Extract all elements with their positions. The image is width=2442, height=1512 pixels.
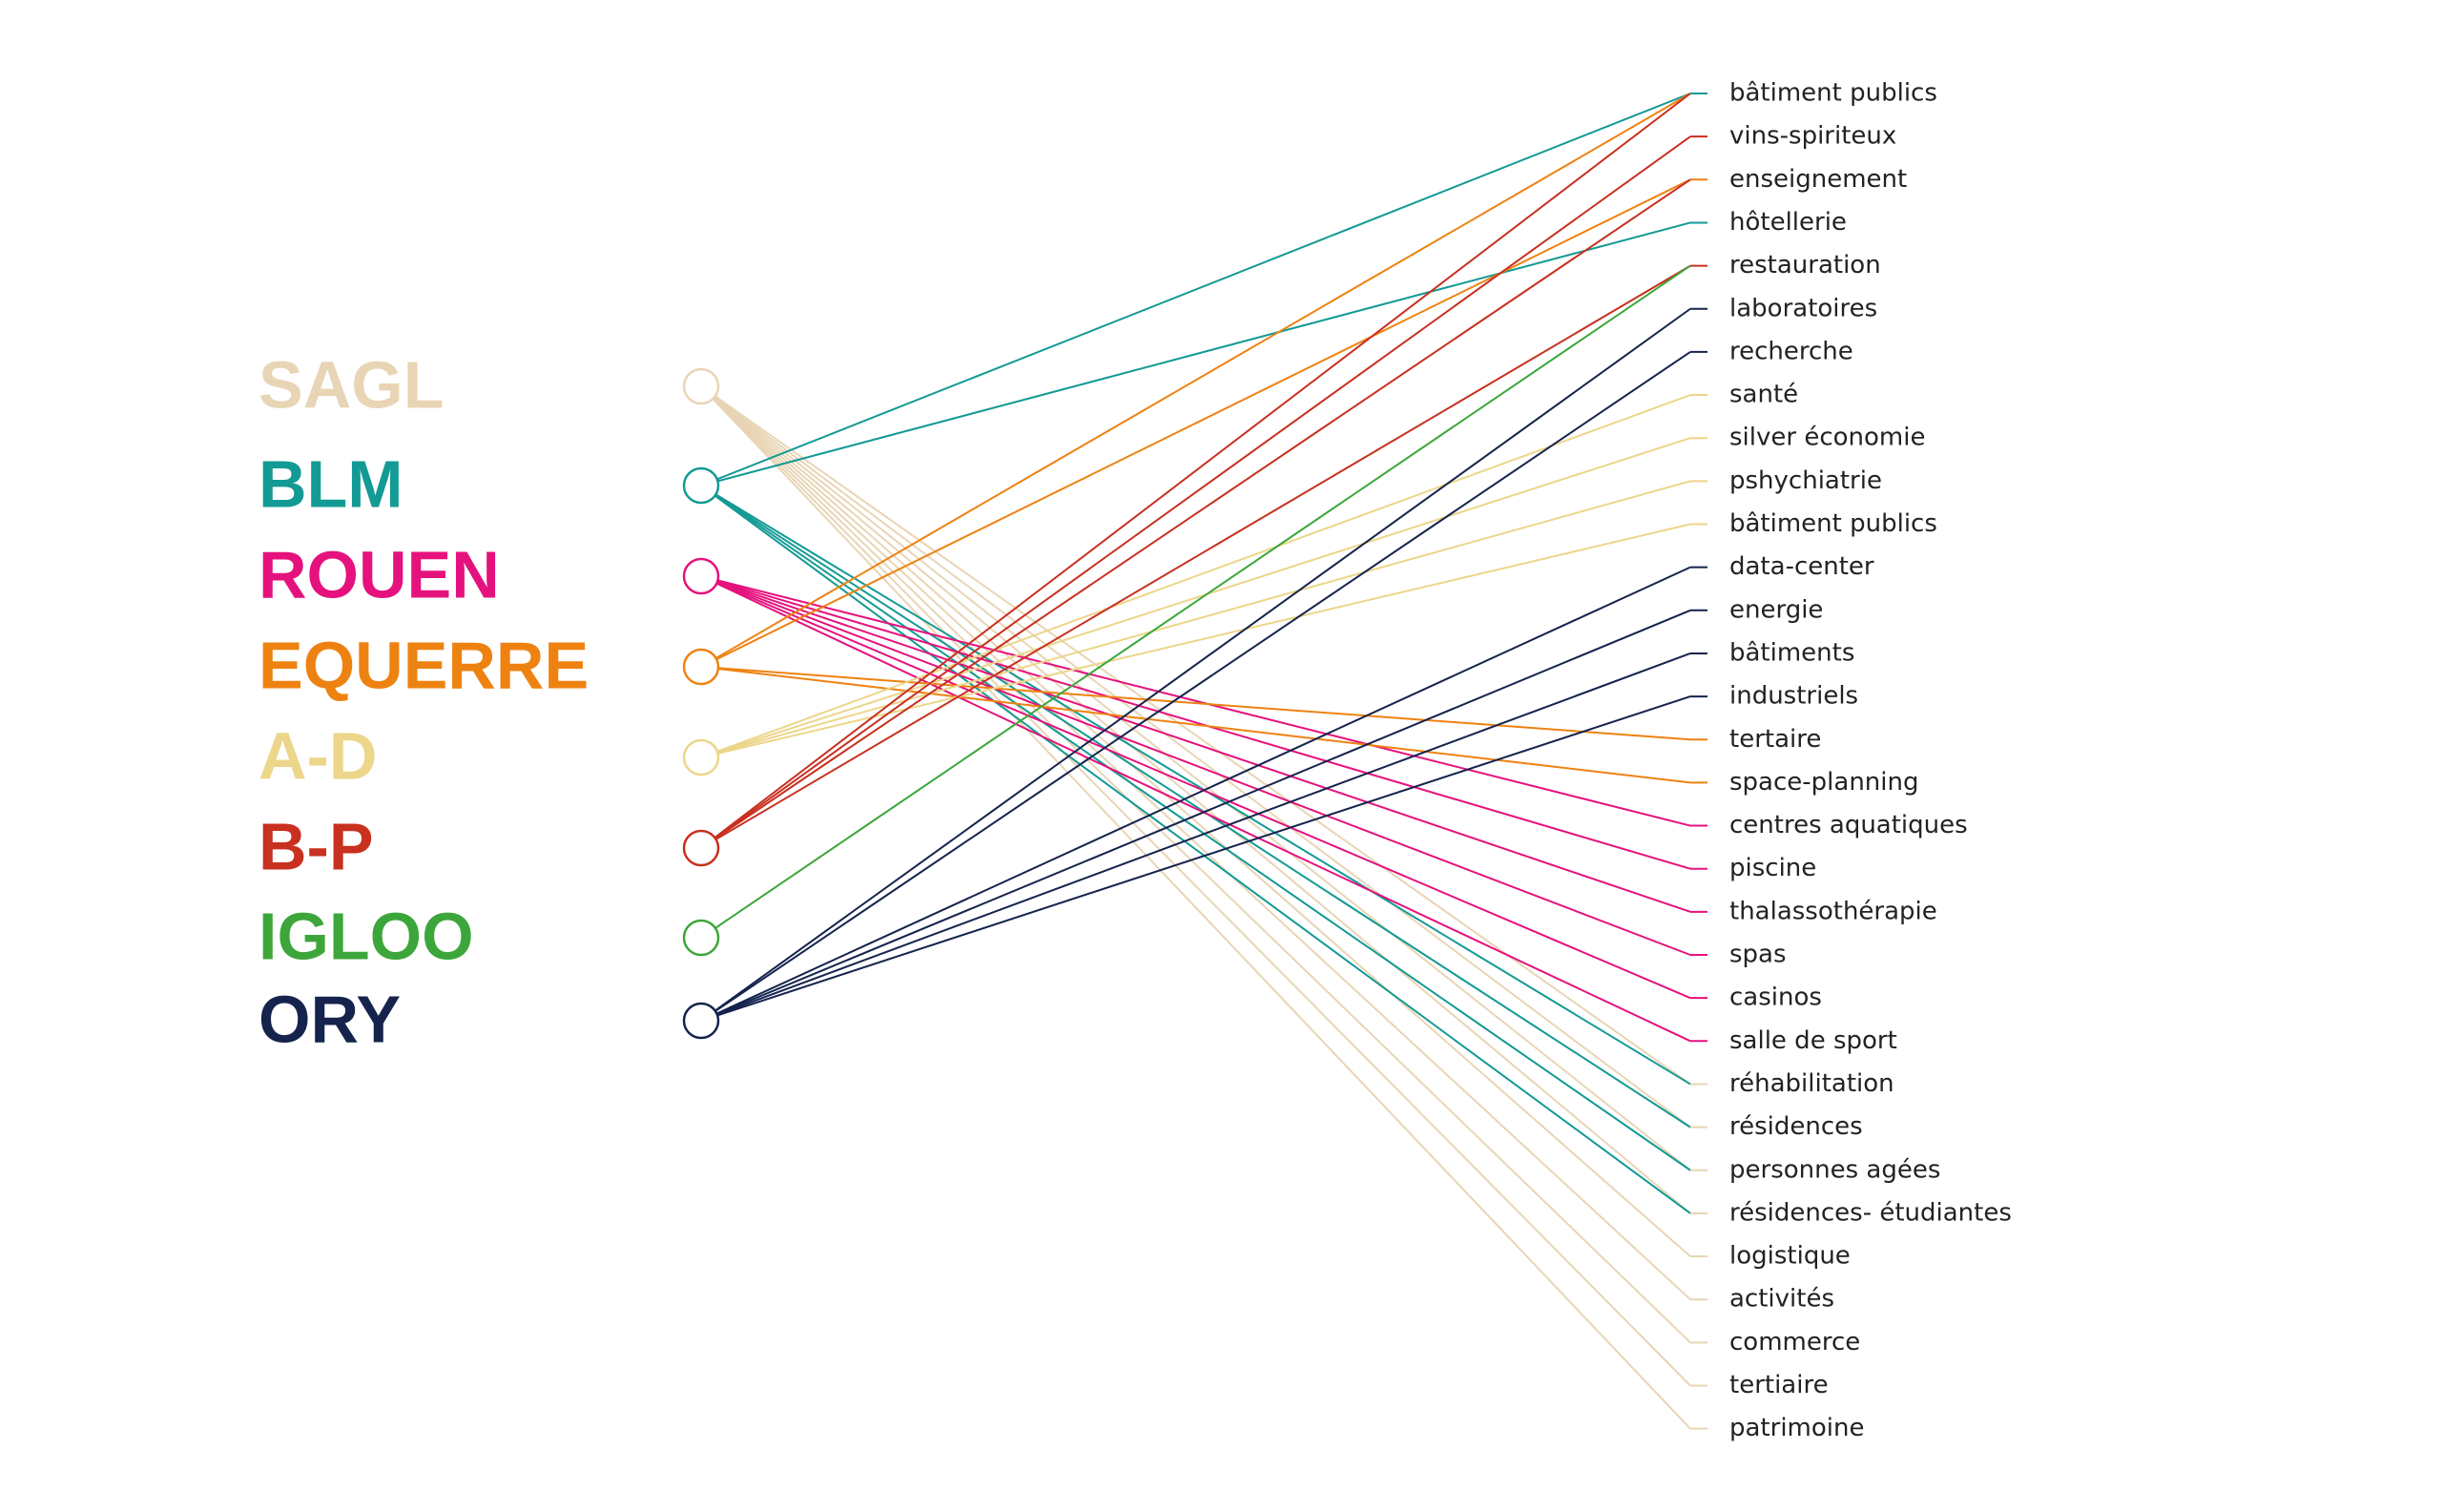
- target-label: restauration: [1729, 251, 1881, 280]
- target-label: centres aquatiques: [1729, 811, 1968, 839]
- link: [700, 307, 1691, 1022]
- target-label: bâtiment publics: [1729, 79, 1937, 108]
- link: [700, 609, 1691, 1022]
- company-node: [682, 919, 720, 957]
- link: [700, 178, 1691, 668]
- link: [700, 385, 1691, 1214]
- company-label: IGLOO: [259, 899, 474, 973]
- link: [700, 575, 1691, 827]
- link: [700, 385, 1691, 1086]
- target-label: space-planning: [1729, 768, 1918, 797]
- link: [700, 135, 1691, 849]
- nodes: SAGL BLM ROUEN EQUERRE A-D B-P IGLOO ORY bâtimen…: [259, 79, 2012, 1443]
- target-label: salle de sport: [1729, 1026, 1897, 1055]
- target-label: patrimoine: [1729, 1414, 1864, 1442]
- link: [700, 264, 1691, 849]
- company-node: [682, 367, 720, 405]
- link: [700, 93, 1691, 668]
- target-label: laboratoires: [1729, 294, 1877, 322]
- company-node: [682, 1002, 720, 1040]
- company-label: ROUEN: [259, 537, 500, 611]
- link: [700, 575, 1691, 870]
- link: [700, 666, 1691, 741]
- company-node: [682, 557, 720, 595]
- link: [700, 437, 1691, 758]
- company-node: [682, 829, 720, 867]
- target-label: santé: [1729, 381, 1798, 409]
- link: [700, 351, 1691, 1022]
- link: [700, 523, 1691, 758]
- link: [700, 485, 1691, 1171]
- company-label: B-P: [259, 809, 374, 883]
- link: [700, 385, 1691, 1300]
- link: [700, 652, 1691, 1022]
- target-label: thalassothérapie: [1729, 897, 1937, 925]
- target-label: activités: [1729, 1285, 1834, 1314]
- target-label: silver économie: [1729, 424, 1925, 452]
- target-label: résidences: [1729, 1112, 1863, 1141]
- target-label: industriels: [1729, 682, 1858, 711]
- target-label: tertaire: [1729, 725, 1821, 754]
- target-label: data-center: [1729, 552, 1874, 581]
- link: [700, 485, 1691, 1129]
- link: [700, 394, 1691, 758]
- target-label: hôtellerie: [1729, 208, 1847, 237]
- target-label: logistique: [1729, 1242, 1851, 1271]
- company-label: A-D: [259, 718, 377, 793]
- links: [700, 93, 1691, 1430]
- link: [700, 485, 1691, 1214]
- target-label: bâtiment publics: [1729, 509, 1937, 538]
- link: [700, 480, 1691, 758]
- target-label: bâtiments: [1729, 638, 1854, 667]
- company-label: ORY: [259, 982, 401, 1056]
- target-label: enseignement: [1729, 165, 1907, 194]
- target-label: energie: [1729, 595, 1823, 624]
- company-node: [682, 466, 720, 505]
- link: [700, 385, 1691, 1344]
- target-label: commerce: [1729, 1328, 1860, 1357]
- target-label: personnes agées: [1729, 1155, 1940, 1184]
- link: [700, 385, 1691, 1430]
- target-label: recherche: [1729, 337, 1853, 365]
- link: [700, 575, 1691, 1043]
- target-label: spas: [1729, 941, 1787, 969]
- target-label: réhabilitation: [1729, 1069, 1894, 1098]
- link: [700, 385, 1691, 1129]
- link: [700, 695, 1691, 1022]
- link: [700, 221, 1691, 487]
- target-label: vins-spiriteux: [1729, 122, 1896, 151]
- link: [700, 575, 1691, 956]
- link: [700, 575, 1691, 913]
- link: [700, 575, 1691, 1000]
- link: [700, 385, 1691, 1257]
- link: [700, 93, 1691, 849]
- link: [700, 93, 1691, 487]
- company-label: SAGL: [259, 347, 444, 422]
- link: [700, 385, 1691, 1387]
- company-label: BLM: [259, 446, 404, 521]
- target-label: casinos: [1729, 984, 1822, 1012]
- target-label: tertiaire: [1729, 1371, 1829, 1399]
- link: [700, 264, 1691, 939]
- link: [700, 666, 1691, 784]
- target-label: piscine: [1729, 854, 1816, 882]
- company-node: [682, 648, 720, 686]
- company-node: [682, 738, 720, 777]
- target-label: pshychiatrie: [1729, 466, 1882, 495]
- target-label: résidences- étudiantes: [1729, 1198, 2012, 1227]
- company-label: EQUERRE: [259, 628, 589, 702]
- link: [700, 178, 1691, 849]
- link: [700, 566, 1691, 1022]
- link: [700, 385, 1691, 1171]
